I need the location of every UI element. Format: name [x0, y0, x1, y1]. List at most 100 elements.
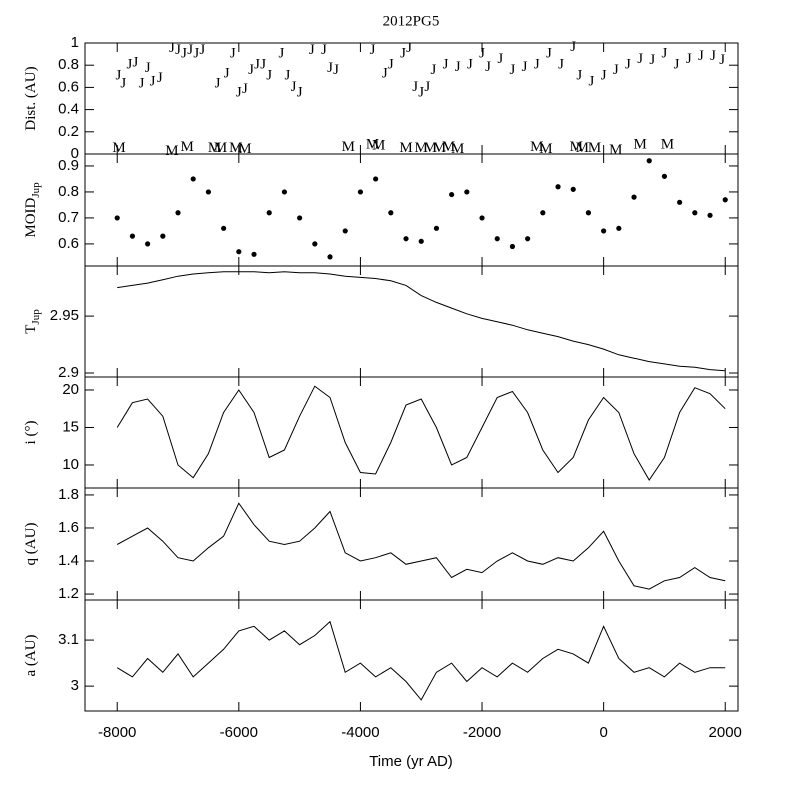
dot	[585, 210, 592, 216]
dot	[312, 241, 318, 247]
y-axis-label-main: MOID	[23, 197, 39, 237]
y-tick-label: 2.95	[50, 307, 79, 324]
letter-marker: J	[260, 57, 266, 73]
letter-marker: J	[613, 62, 619, 78]
letter-marker: J	[418, 84, 424, 100]
letter-marker: M	[165, 143, 178, 159]
letter-marker: M	[570, 139, 583, 155]
y-tick-label: 1.8	[58, 486, 79, 503]
dot	[266, 210, 272, 216]
y-axis-label-main: T	[23, 325, 39, 334]
dot	[692, 210, 698, 216]
y-tick-label: 0.8	[58, 183, 79, 200]
y-axis-label: i (°)	[23, 421, 39, 445]
letter-marker: J	[236, 84, 242, 100]
dot	[357, 189, 364, 195]
dot	[418, 238, 424, 244]
y-tick-label: 0.9	[58, 157, 79, 174]
letter-marker: J	[139, 76, 145, 92]
y-axis-label: a (AU)	[23, 634, 39, 676]
dot	[221, 225, 227, 231]
dot	[205, 189, 212, 195]
y-axis-label-main: i (°)	[23, 421, 39, 445]
letter-marker: M	[238, 141, 251, 157]
dot	[236, 249, 242, 255]
dot	[525, 236, 531, 242]
dot	[403, 236, 409, 242]
y-axis-label-main: Dist. (AU)	[23, 66, 39, 130]
dot	[342, 228, 348, 234]
y-axis-label: MOIDJup	[23, 182, 41, 238]
letter-marker: J	[309, 42, 315, 58]
y-tick-label: 1.6	[58, 519, 79, 536]
dot	[433, 225, 440, 231]
dot	[509, 243, 516, 250]
letter-marker: J	[589, 73, 595, 89]
x-tick-label: 2000	[709, 724, 742, 741]
letter-marker: M	[539, 141, 552, 157]
letter-marker: J	[662, 46, 668, 62]
letter-marker: M	[633, 137, 646, 153]
letter-marker: M	[415, 140, 428, 156]
dot	[570, 186, 576, 192]
dot	[297, 215, 303, 221]
letter-marker: M	[609, 142, 622, 158]
dot	[479, 215, 485, 221]
dot	[373, 176, 379, 182]
letter-marker: J	[297, 84, 303, 100]
y-axis-label-sub: Jup	[30, 182, 42, 198]
y-tick-label: 0	[71, 145, 79, 162]
letter-marker: J	[430, 62, 436, 78]
y-tick-label: 1.2	[58, 585, 79, 602]
y-tick-label: 2.9	[58, 364, 79, 381]
chart-title: 2012PG5	[383, 13, 440, 29]
dot	[722, 197, 728, 203]
dot	[494, 236, 500, 242]
dot	[160, 233, 166, 239]
x-tick-label: 0	[599, 724, 607, 741]
letter-marker: J	[370, 42, 376, 58]
letter-marker: M	[366, 137, 379, 153]
letter-marker: J	[175, 42, 181, 58]
letter-marker: J	[479, 46, 485, 62]
letter-marker: J	[278, 46, 284, 62]
letter-marker: J	[400, 46, 406, 62]
dot	[661, 173, 668, 179]
data-line	[116, 620, 726, 701]
letter-marker: J	[224, 66, 230, 82]
letter-marker: M	[424, 140, 437, 156]
letter-marker: M	[399, 140, 412, 156]
dot	[616, 225, 622, 231]
letter-marker: J	[321, 42, 327, 58]
dot	[190, 176, 196, 182]
letter-marker: J	[157, 70, 163, 86]
x-tick-label: -6000	[220, 724, 258, 741]
dot	[388, 210, 394, 216]
dot	[555, 184, 561, 190]
letter-marker: J	[215, 76, 221, 92]
letter-marker: J	[333, 62, 339, 78]
panel-frame	[84, 599, 739, 712]
letter-marker: J	[291, 79, 297, 95]
y-tick-label: 10	[62, 456, 79, 473]
letter-marker: J	[601, 68, 607, 84]
x-axis-label: Time (yr AD)	[369, 753, 453, 770]
letter-marker: J	[382, 66, 388, 82]
y-tick-label: 0.6	[58, 78, 79, 95]
y-tick-label: 3	[71, 677, 79, 694]
letter-marker: J	[181, 46, 187, 62]
y-tick-label: 20	[62, 381, 79, 398]
y-tick-label: 0.2	[58, 123, 79, 140]
dot	[175, 210, 181, 216]
letter-marker: J	[686, 51, 692, 67]
letter-marker: M	[451, 141, 464, 157]
dot	[281, 189, 288, 195]
dot	[114, 215, 120, 221]
letter-marker: M	[112, 140, 125, 156]
dot	[646, 158, 652, 164]
letter-marker: J	[424, 79, 430, 95]
letter-marker: J	[467, 57, 473, 73]
letter-marker: J	[145, 60, 151, 76]
